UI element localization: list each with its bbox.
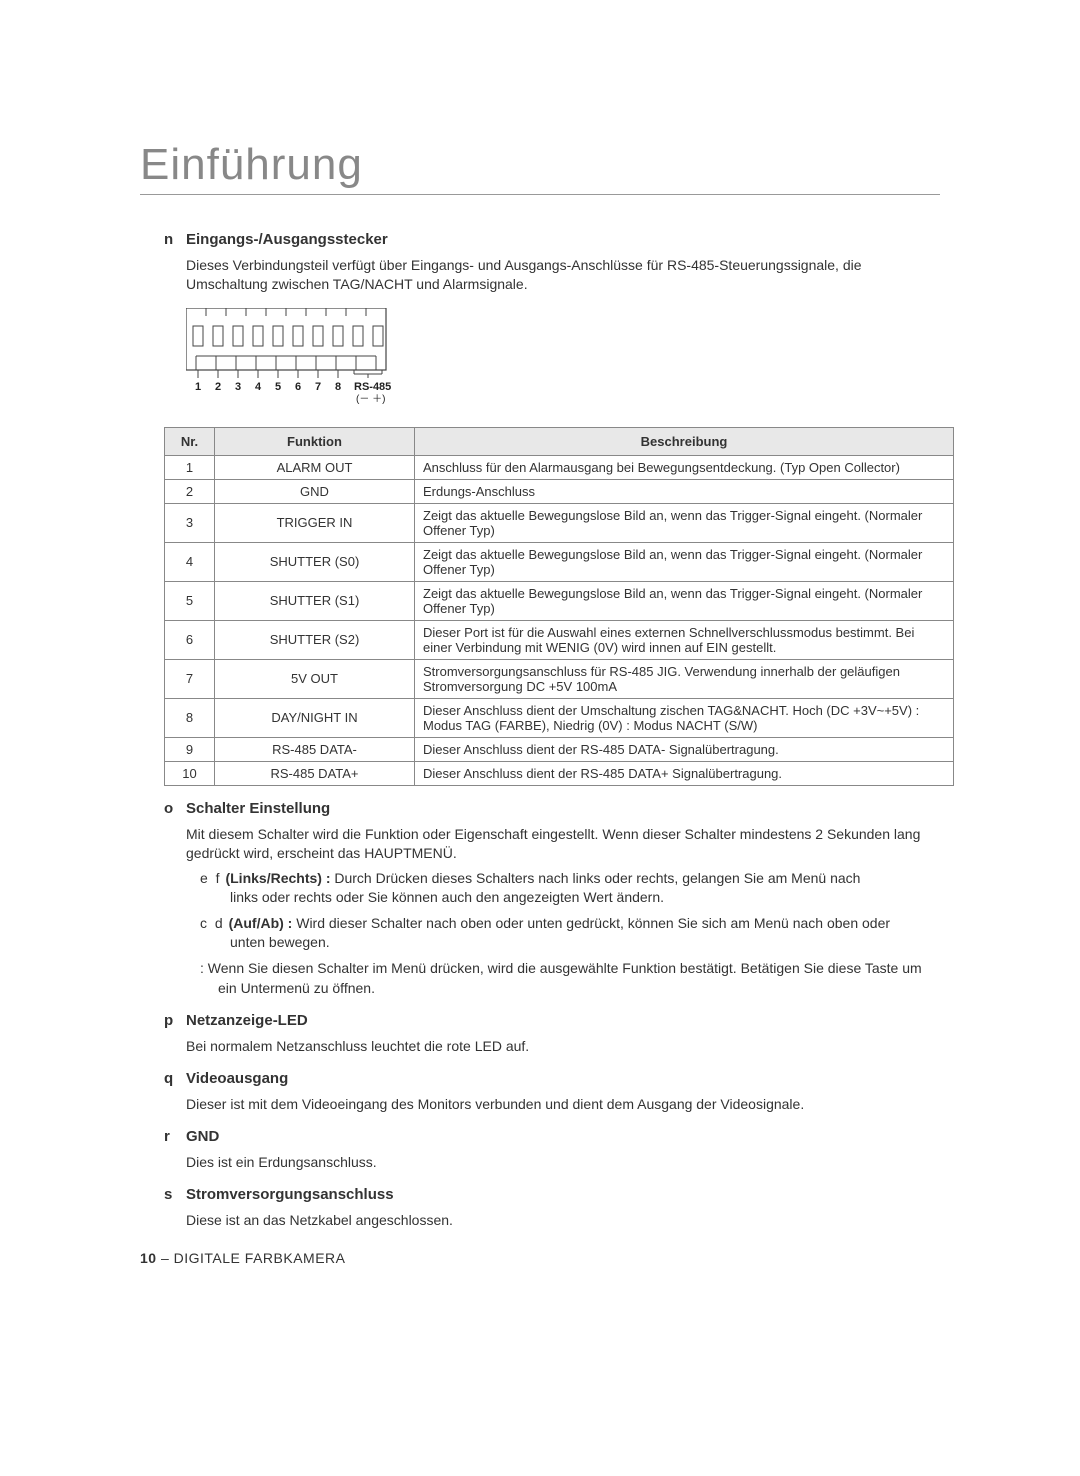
- svg-text:6: 6: [295, 381, 301, 393]
- svg-text:8: 8: [335, 381, 341, 393]
- table-row: 10RS-485 DATA+Dieser Anschluss dient der…: [165, 761, 954, 785]
- table-row: 2GNDErdungs-Anschluss: [165, 479, 954, 503]
- th-nr: Nr.: [165, 427, 215, 455]
- section-switch-heading: oSchalter Einstellung: [164, 800, 940, 817]
- cell-func: TRIGGER IN: [215, 503, 415, 542]
- connector-diagram: 1 2 3 4 5 6 7 8 RS-485 (－ ＋): [186, 308, 940, 413]
- led-description: Bei normalem Netzanschluss leuchtet die …: [186, 1037, 940, 1056]
- cell-func: GND: [215, 479, 415, 503]
- table-row: 3TRIGGER INZeigt das aktuelle Bewegungsl…: [165, 503, 954, 542]
- cell-nr: 2: [165, 479, 215, 503]
- section-io-heading: nEingangs-/Ausgangsstecker: [164, 231, 940, 248]
- page-footer: 10 – DIGITALE FARBKAMERA: [140, 1250, 940, 1266]
- bullet-r: r: [164, 1128, 186, 1145]
- section-led-heading: pNetzanzeige-LED: [164, 1012, 940, 1029]
- video-description: Dieser ist mit dem Videoeingang des Moni…: [186, 1095, 940, 1114]
- switch-lr: e f (Links/Rechts) : Durch Drücken diese…: [200, 869, 940, 889]
- svg-text:2: 2: [215, 381, 221, 393]
- cell-desc: Dieser Port ist für die Auswahl eines ex…: [415, 620, 954, 659]
- svg-text:1: 1: [195, 381, 201, 393]
- bullet-o: o: [164, 800, 186, 817]
- svg-text:7: 7: [315, 381, 321, 393]
- cell-nr: 6: [165, 620, 215, 659]
- cell-nr: 3: [165, 503, 215, 542]
- table-row: 75V OUTStromversorgungsanschluss für RS-…: [165, 659, 954, 698]
- cell-desc: Zeigt das aktuelle Bewegungslose Bild an…: [415, 581, 954, 620]
- cell-func: SHUTTER (S0): [215, 542, 415, 581]
- section-gnd-heading: rGND: [164, 1128, 940, 1145]
- gnd-description: Dies ist ein Erdungsanschluss.: [186, 1153, 940, 1172]
- section-power-heading: sStromversorgungsanschluss: [164, 1186, 940, 1203]
- cell-func: 5V OUT: [215, 659, 415, 698]
- switch-ud: c d (Auf/Ab) : Wird dieser Schalter nach…: [200, 914, 940, 934]
- table-row: 1ALARM OUTAnschluss für den Alarmausgang…: [165, 455, 954, 479]
- switch-ud-cont: unten bewegen.: [230, 933, 940, 953]
- cell-nr: 8: [165, 698, 215, 737]
- cell-nr: 5: [165, 581, 215, 620]
- bullet-n: n: [164, 231, 186, 248]
- svg-text:5: 5: [275, 381, 281, 393]
- cell-desc: Dieser Anschluss dient der RS-485 DATA- …: [415, 737, 954, 761]
- switch-enter: : Wenn Sie diesen Schalter im Menü drück…: [200, 959, 940, 998]
- table-row: 9RS-485 DATA-Dieser Anschluss dient der …: [165, 737, 954, 761]
- cell-func: RS-485 DATA+: [215, 761, 415, 785]
- bullet-s: s: [164, 1186, 186, 1203]
- cell-desc: Dieser Anschluss dient der RS-485 DATA+ …: [415, 761, 954, 785]
- page-number: 10: [140, 1250, 157, 1266]
- svg-text:(－ ＋): (－ ＋): [356, 394, 385, 405]
- table-row: 4SHUTTER (S0)Zeigt das aktuelle Bewegung…: [165, 542, 954, 581]
- bullet-q: q: [164, 1070, 186, 1087]
- cell-func: ALARM OUT: [215, 455, 415, 479]
- cell-nr: 1: [165, 455, 215, 479]
- svg-text:RS-485: RS-485: [354, 381, 391, 393]
- cell-nr: 9: [165, 737, 215, 761]
- th-func: Funktion: [215, 427, 415, 455]
- cell-desc: Zeigt das aktuelle Bewegungslose Bild an…: [415, 542, 954, 581]
- cell-nr: 4: [165, 542, 215, 581]
- cell-func: DAY/NIGHT IN: [215, 698, 415, 737]
- cell-desc: Dieser Anschluss dient der Umschaltung z…: [415, 698, 954, 737]
- svg-text:4: 4: [255, 381, 262, 393]
- th-desc: Beschreibung: [415, 427, 954, 455]
- io-description: Dieses Verbindungsteil verfügt über Eing…: [186, 256, 940, 294]
- table-row: 8DAY/NIGHT INDieser Anschluss dient der …: [165, 698, 954, 737]
- cell-func: RS-485 DATA-: [215, 737, 415, 761]
- cell-nr: 7: [165, 659, 215, 698]
- arrow-ud-icon: c d: [200, 915, 225, 931]
- cell-desc: Anschluss für den Alarmausgang bei Beweg…: [415, 455, 954, 479]
- table-row: 6SHUTTER (S2)Dieser Port ist für die Aus…: [165, 620, 954, 659]
- page-title: Einführung: [140, 140, 940, 195]
- pin-table: Nr. Funktion Beschreibung 1ALARM OUTAnsc…: [164, 427, 954, 786]
- switch-description: Mit diesem Schalter wird die Funktion od…: [186, 825, 940, 863]
- bullet-p: p: [164, 1012, 186, 1029]
- cell-nr: 10: [165, 761, 215, 785]
- cell-desc: Erdungs-Anschluss: [415, 479, 954, 503]
- section-video-heading: qVideoausgang: [164, 1070, 940, 1087]
- cell-func: SHUTTER (S1): [215, 581, 415, 620]
- power-description: Diese ist an das Netzkabel angeschlossen…: [186, 1211, 940, 1230]
- table-row: 5SHUTTER (S1)Zeigt das aktuelle Bewegung…: [165, 581, 954, 620]
- cell-func: SHUTTER (S2): [215, 620, 415, 659]
- switch-lr-cont: links oder rechts oder Sie können auch d…: [230, 888, 940, 908]
- cell-desc: Stromversorgungsanschluss für RS-485 JIG…: [415, 659, 954, 698]
- arrow-lr-icon: e f: [200, 870, 222, 886]
- cell-desc: Zeigt das aktuelle Bewegungslose Bild an…: [415, 503, 954, 542]
- svg-text:3: 3: [235, 381, 241, 393]
